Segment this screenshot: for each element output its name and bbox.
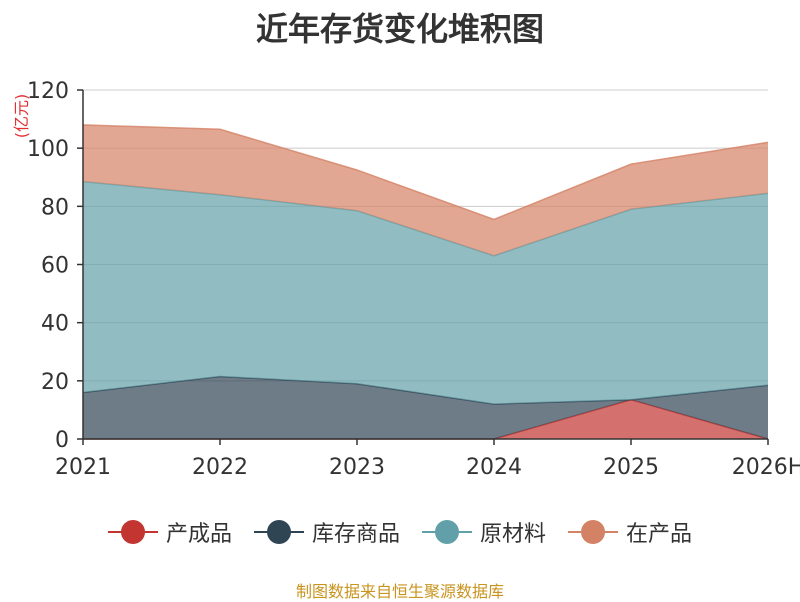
legend-item[interactable]: 产成品 bbox=[107, 516, 232, 548]
area-产成品 bbox=[83, 399, 768, 439]
x-tick-label: 2022 bbox=[192, 455, 248, 480]
legend-marker-icon bbox=[568, 518, 619, 546]
y-tick-label: 80 bbox=[41, 195, 69, 220]
x-tick-label: 2023 bbox=[329, 455, 385, 480]
y-tick-label: 40 bbox=[41, 312, 69, 337]
area-在产品 bbox=[83, 124, 768, 256]
legend-label: 在产品 bbox=[626, 522, 693, 547]
y-tick-label: 100 bbox=[27, 137, 69, 162]
series-line-在产品 bbox=[82, 124, 769, 221]
series-line-原材料 bbox=[82, 180, 769, 257]
x-tick-label: 2021 bbox=[55, 455, 111, 480]
y-tick-label: 0 bbox=[55, 428, 69, 453]
y-tick-label: 20 bbox=[41, 370, 69, 395]
legend-item[interactable]: 原材料 bbox=[422, 516, 546, 548]
legend-label: 原材料 bbox=[480, 522, 547, 547]
legend: 产成品 库存商品 原材料 在产品 bbox=[0, 516, 800, 548]
legend-marker-icon bbox=[253, 518, 304, 546]
y-tick-label: 60 bbox=[41, 254, 69, 279]
legend-item[interactable]: 在产品 bbox=[568, 516, 692, 548]
y-tick-label: 120 bbox=[27, 79, 69, 104]
x-tick-label: 2025 bbox=[603, 455, 659, 480]
label-layer: 0 20 40 60 80 100 120 2021 2022 2023 2024 2025 2026H… bbox=[12, 79, 800, 480]
legend-item[interactable]: 库存商品 bbox=[253, 516, 400, 548]
area-layer bbox=[82, 124, 769, 440]
source-footer: 制图数据来自恒生聚源数据库 bbox=[295, 582, 504, 601]
axis-layer bbox=[77, 89, 769, 445]
area-原材料 bbox=[83, 181, 768, 405]
legend-marker-icon bbox=[107, 518, 158, 546]
legend-marker-icon bbox=[422, 518, 472, 546]
legend-label: 产成品 bbox=[165, 522, 232, 547]
area-库存商品 bbox=[83, 376, 768, 439]
chart-title: 近年存货变化堆积图 bbox=[255, 10, 544, 48]
x-tick-label: 2024 bbox=[466, 455, 522, 480]
legend-label: 库存商品 bbox=[311, 522, 400, 547]
x-tick-label: 2026H bbox=[732, 455, 800, 480]
y-axis-label: (亿元) bbox=[12, 94, 31, 139]
